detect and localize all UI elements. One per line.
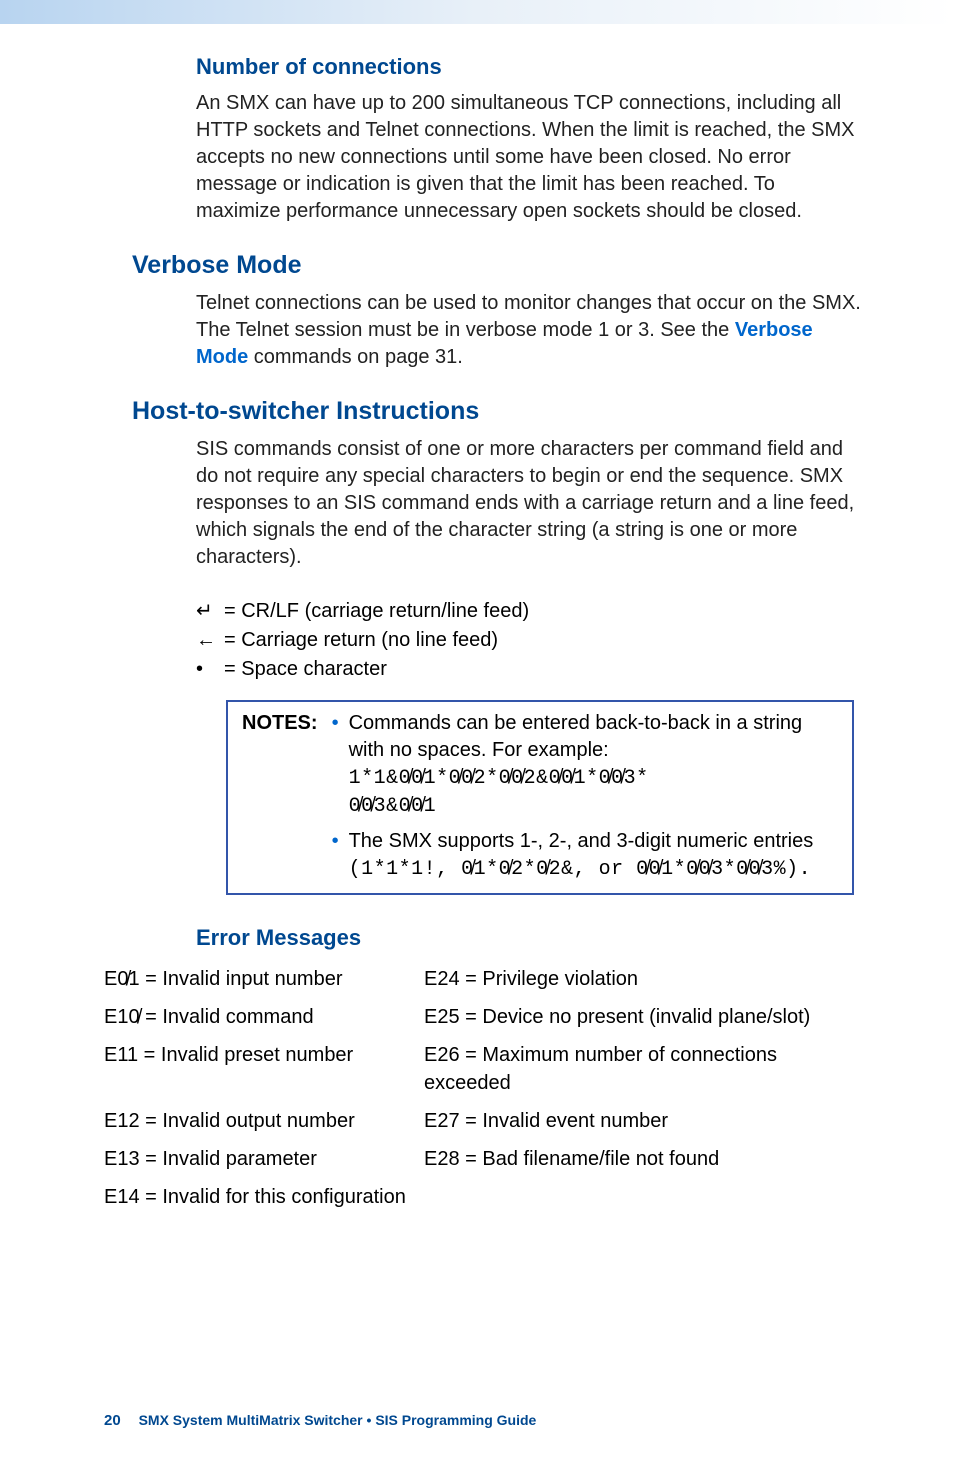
cr-icon: ← xyxy=(196,626,224,655)
note2-code: (1*1*1!, 0̸1*0̸2*0̸2&, or 0̸0̸1*0̸0̸3*0̸… xyxy=(349,858,812,881)
heading-number-of-connections: Number of connections xyxy=(196,54,864,80)
note1-code1: 1*1&0̸0̸1*0̸0̸2*0̸0̸2&0̸0̸1*0̸0̸3* xyxy=(349,767,649,790)
err-left: E13 = Invalid parameter xyxy=(104,1145,424,1173)
notes-bullet: • The SMX supports 1-, 2-, and 3-digit n… xyxy=(332,828,838,883)
err-right: E24 = Privilege violation xyxy=(424,965,864,993)
table-row: E13 = Invalid parameter E28 = Bad filena… xyxy=(104,1145,864,1173)
err-right xyxy=(424,1183,864,1211)
err-left: E12 = Invalid output number xyxy=(104,1107,424,1135)
table-row: E0̸1 = Invalid input number E24 = Privil… xyxy=(104,965,864,993)
notes-body: • Commands can be entered back-to-back i… xyxy=(332,710,838,883)
note-text: Commands can be entered back-to-back in … xyxy=(349,710,838,820)
table-row: E12 = Invalid output number E27 = Invali… xyxy=(104,1107,864,1135)
symbol-row: • = Space character xyxy=(196,655,864,684)
symbol-list: ↵ = CR/LF (carriage return/line feed) ← … xyxy=(196,597,864,684)
error-messages-table: E0̸1 = Invalid input number E24 = Privil… xyxy=(104,965,864,1211)
err-left: E14 = Invalid for this configuration xyxy=(104,1183,424,1211)
top-gradient-bar xyxy=(0,0,954,24)
err-left: E11 = Invalid preset number xyxy=(104,1041,424,1097)
heading-verbose-mode: Verbose Mode xyxy=(132,251,864,280)
crlf-icon: ↵ xyxy=(196,597,224,626)
note-text: The SMX supports 1-, 2-, and 3-digit num… xyxy=(349,828,838,883)
crlf-text: = CR/LF (carriage return/line feed) xyxy=(224,597,529,626)
symbol-row: ← = Carriage return (no line feed) xyxy=(196,626,864,655)
err-left: E0̸1 = Invalid input number xyxy=(104,965,424,993)
table-row: E10̸ = Invalid command E25 = Device no p… xyxy=(104,1003,864,1031)
notes-label: NOTES: xyxy=(242,710,332,883)
space-icon: • xyxy=(196,655,224,684)
bullet-icon: • xyxy=(332,828,349,883)
note1-code2: 0̸0̸3&0̸0̸1 xyxy=(349,795,437,818)
body-host-to-switcher: SIS commands consist of one or more char… xyxy=(196,436,864,571)
footer-title: SMX System MultiMatrix Switcher • SIS Pr… xyxy=(139,1412,537,1428)
err-right: E28 = Bad filename/file not found xyxy=(424,1145,864,1173)
notes-bullet: • Commands can be entered back-to-back i… xyxy=(332,710,838,820)
err-left: E10̸ = Invalid command xyxy=(104,1003,424,1031)
heading-host-to-switcher: Host-to-switcher Instructions xyxy=(132,397,864,426)
space-text: = Space character xyxy=(224,655,387,684)
page-content: Number of connections An SMX can have up… xyxy=(0,0,954,1211)
page-number: 20 xyxy=(104,1412,121,1429)
symbol-row: ↵ = CR/LF (carriage return/line feed) xyxy=(196,597,864,626)
err-right: E25 = Device no present (invalid plane/s… xyxy=(424,1003,864,1031)
cr-text: = Carriage return (no line feed) xyxy=(224,626,498,655)
notes-box: NOTES: • Commands can be entered back-to… xyxy=(226,700,854,895)
body-number-of-connections: An SMX can have up to 200 simultaneous T… xyxy=(196,90,864,225)
err-right: E27 = Invalid event number xyxy=(424,1107,864,1135)
table-row: E14 = Invalid for this configuration xyxy=(104,1183,864,1211)
verbose-text-post: commands on page 31. xyxy=(248,346,463,368)
heading-error-messages: Error Messages xyxy=(196,925,864,951)
note2-text: The SMX supports 1-, 2-, and 3-digit num… xyxy=(349,830,814,852)
page-footer: 20 SMX System MultiMatrix Switcher • SIS… xyxy=(104,1412,536,1429)
table-row: E11 = Invalid preset number E26 = Maximu… xyxy=(104,1041,864,1097)
bullet-icon: • xyxy=(332,710,349,820)
note1-text: Commands can be entered back-to-back in … xyxy=(349,712,803,761)
err-right: E26 = Maximum number of connections exce… xyxy=(424,1041,864,1097)
body-verbose-mode: Telnet connections can be used to monito… xyxy=(196,290,864,371)
